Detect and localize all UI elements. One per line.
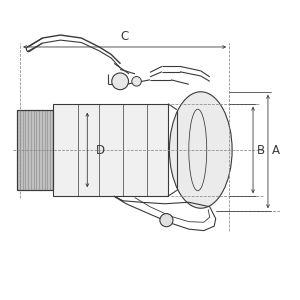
Circle shape (132, 76, 141, 86)
Text: A: A (272, 143, 280, 157)
Ellipse shape (169, 92, 232, 208)
Circle shape (112, 73, 128, 90)
Circle shape (160, 214, 173, 227)
Text: D: D (96, 143, 105, 157)
Bar (17, 110, 53, 190)
Text: B: B (256, 143, 265, 157)
Bar (53, 104, 168, 196)
Text: C: C (121, 29, 129, 43)
